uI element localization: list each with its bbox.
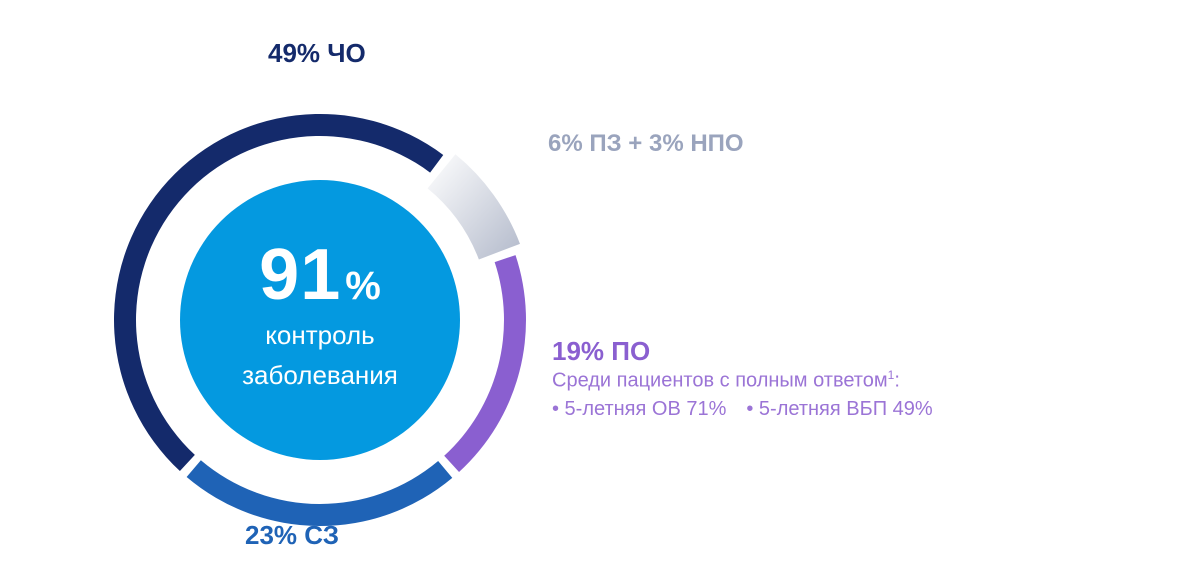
center-disc <box>180 180 460 460</box>
center-value: 91 <box>259 235 342 315</box>
label-sz: 23% СЗ <box>245 520 339 550</box>
po-intro-suffix: : <box>894 369 900 392</box>
label-cho: 49% ЧО <box>268 38 366 68</box>
segment-sz <box>186 460 453 526</box>
po-intro: Среди пациентов с полным ответом <box>552 369 888 392</box>
center-caption-line1: контроль <box>265 320 375 350</box>
segment-po <box>444 255 526 473</box>
label-pz-npo: 6% ПЗ + 3% НПО <box>548 130 744 157</box>
po-intro-text: Среди пациентов с полным ответом1: <box>552 368 900 393</box>
bullet-os: • 5-летняя ОВ 71% <box>552 398 727 420</box>
center-summary: 91 % контроль заболевания <box>180 180 460 460</box>
center-unit: % <box>345 264 381 308</box>
segment-cho <box>113 113 444 472</box>
po-bullets: • 5-летняя ОВ 71% • 5-летняя ВБП 49% <box>552 398 933 421</box>
bullet-pfs: • 5-летняя ВБП 49% <box>746 398 933 420</box>
segment-pz-npo <box>427 154 520 260</box>
label-po: 19% ПО <box>552 336 651 366</box>
center-caption-line2: заболевания <box>242 360 398 390</box>
po-footnote: 1 <box>887 368 895 382</box>
